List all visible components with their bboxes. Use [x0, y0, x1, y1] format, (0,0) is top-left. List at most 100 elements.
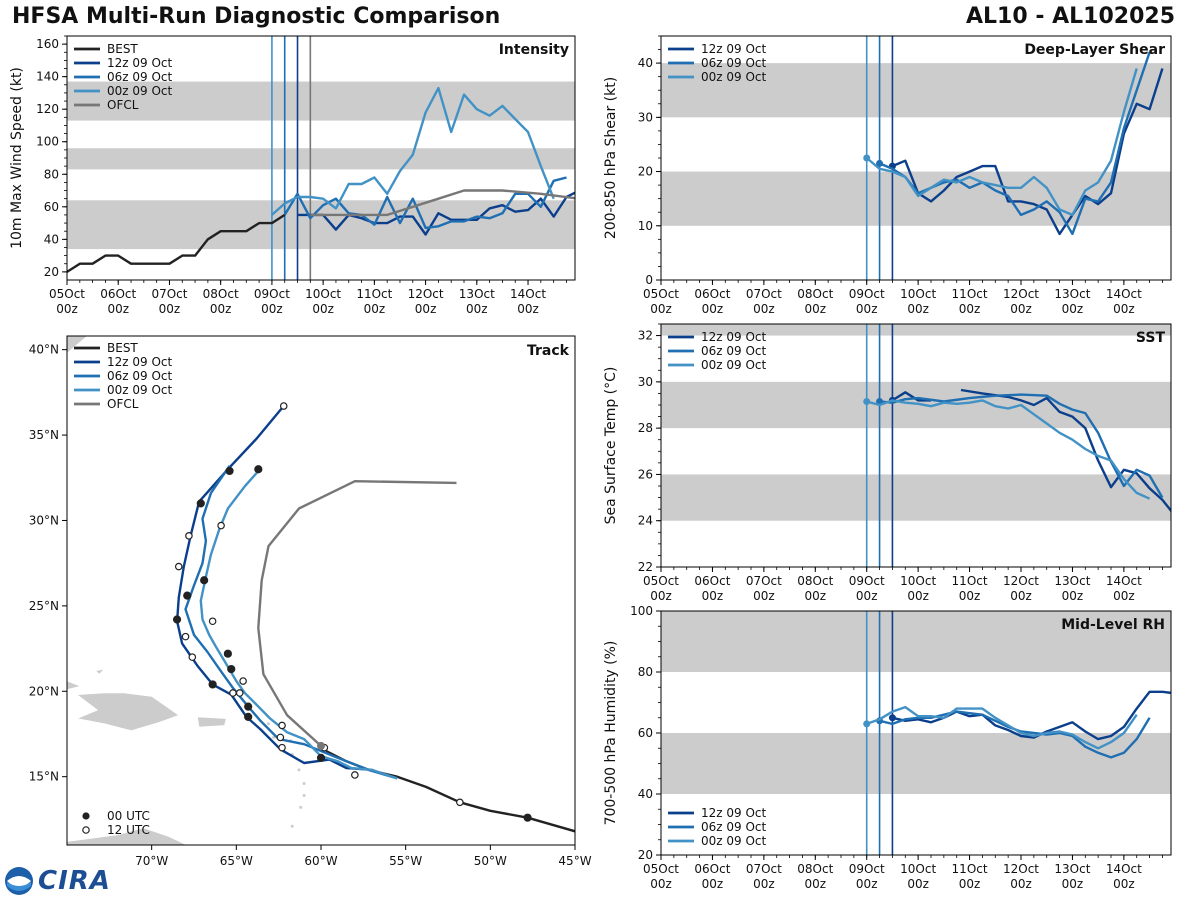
- intensity-series-r12: [297, 191, 575, 236]
- rh-xtick-label-date: 09Oct: [849, 862, 885, 876]
- intensity-xtick-label-hour: 00z: [261, 302, 283, 316]
- lesser-antilles-island: [299, 805, 303, 809]
- intensity-xtick-label-date: 14Oct: [510, 287, 546, 301]
- track-xtick-label: 55°W: [389, 854, 422, 868]
- track-xtick-label: 60°W: [304, 854, 337, 868]
- track-xtick-label: 65°W: [220, 854, 253, 868]
- sst-series-r06: [879, 393, 1164, 499]
- intensity-legend-label-r00: 00z 09 Oct: [107, 84, 173, 98]
- rh-xtick-label-date: 11Oct: [952, 862, 988, 876]
- intensity-xtick-label-date: 06Oct: [100, 287, 136, 301]
- rh-ylabel: 700-500 hPa Humidity (%): [603, 641, 619, 826]
- intensity-ytick-label: 20: [44, 265, 59, 279]
- sst-series-r12: [891, 388, 1171, 513]
- intensity-panel: 2040608010012014016005Oct00z06Oct00z07Oc…: [9, 35, 576, 316]
- shear-xtick-label-hour: 00z: [650, 302, 672, 316]
- track-plot-area: [67, 336, 575, 860]
- rh-xtick-label-hour: 00z: [856, 877, 878, 891]
- track-marker-00utc-r12: [183, 591, 192, 600]
- track-frame: [66, 335, 576, 846]
- rh-xtick-label-date: 08Oct: [797, 862, 833, 876]
- rh-panel: 2040608010005Oct00z06Oct00z07Oct00z08Oct…: [603, 604, 1172, 891]
- track-panel: 70°W 65°W 60°W 55°W 50°W 45°W 15°N 20°N 25°N 30°N…: [29, 335, 592, 868]
- track-panel-title: Track: [527, 343, 570, 359]
- sst-start-marker-r00: [863, 398, 871, 406]
- track-marker-12utc-r00: [351, 771, 359, 779]
- shear-xtick-label-hour: 00z: [1010, 302, 1032, 316]
- shear-series-r12: [891, 68, 1164, 236]
- shear-xtick-label-date: 06Oct: [694, 287, 730, 301]
- sst-ytick-label: 28: [638, 421, 653, 435]
- track-ytick-label: 25°N: [29, 599, 59, 613]
- shear-ytick-label: 10: [638, 219, 653, 233]
- track-marker-00utc-r06: [227, 664, 236, 674]
- shear-ytick-label: 20: [638, 165, 653, 179]
- track-ytick-label: 40°N: [29, 343, 59, 357]
- track-marker-00utc-r12: [244, 712, 253, 721]
- sst-xtick-label-hour: 00z: [856, 589, 878, 603]
- rh-xtick-label-date: 14Oct: [1106, 862, 1142, 876]
- sst-frame: [660, 323, 1172, 568]
- track-xtick-label: 50°W: [474, 854, 507, 868]
- track-series-r06: [184, 465, 398, 780]
- intensity-xtick-label-hour: 00z: [466, 302, 488, 316]
- florida-coast-land: [67, 336, 88, 354]
- rh-xtick-label-hour: 00z: [959, 877, 981, 891]
- bahamas-land: [95, 668, 106, 675]
- shear-band: [661, 171, 1171, 226]
- sst-xtick-label-date: 10Oct: [900, 574, 936, 588]
- rh-series-r00: [866, 705, 1138, 750]
- sst-band: [661, 474, 1171, 521]
- shear-band: [661, 63, 1171, 118]
- shear-ylabel: 200-850 hPa Shear (kt): [603, 77, 619, 239]
- sst-series-r00: [866, 399, 1151, 500]
- intensity-plot-area: [67, 36, 575, 280]
- track-marker-00utc-r06: [244, 702, 253, 711]
- cira-logo: CIRA: [4, 866, 111, 896]
- lesser-antilles-island: [290, 824, 294, 828]
- shear-xtick-label-hour: 00z: [907, 302, 929, 316]
- sst-ytick-label: 24: [638, 514, 653, 528]
- lesser-antilles-island: [272, 735, 276, 739]
- track-marker-12utc-r06: [188, 653, 197, 661]
- track-marker-12utc-r12: [278, 743, 286, 752]
- track-marker-00utc-r12: [208, 680, 217, 689]
- intensity-xtick-label-hour: 00z: [56, 302, 78, 316]
- track-marker-12utc-r00: [217, 521, 225, 530]
- track-ytick-label: 15°N: [29, 770, 59, 784]
- track-legend-label-ofcl: OFCL: [107, 397, 139, 411]
- sst-legend-label-r12: 12z 09 Oct: [701, 330, 767, 344]
- trinidad-land: [289, 848, 304, 860]
- sst-xtick-label-hour: 00z: [753, 589, 775, 603]
- rh-xtick-label-hour: 00z: [804, 877, 826, 891]
- intensity-ytick-label: 100: [36, 135, 59, 149]
- track-marker-12utc-best: [456, 798, 464, 807]
- sst-xtick-label-date: 06Oct: [694, 574, 730, 588]
- rh-xtick-label-hour: 00z: [753, 877, 775, 891]
- rh-xtick-label-date: 10Oct: [900, 862, 936, 876]
- sst-legend-label-r06: 06z 09 Oct: [701, 344, 767, 358]
- shear-ytick-label: 0: [645, 273, 653, 287]
- track-marker-00utc-best: [523, 813, 532, 822]
- shear-xtick-label-hour: 00z: [856, 302, 878, 316]
- shear-xtick-label-date: 12Oct: [1003, 287, 1039, 301]
- sst-xtick-label-hour: 00z: [1062, 589, 1084, 603]
- intensity-xtick-label-hour: 00z: [415, 302, 437, 316]
- intensity-series-r00: [271, 86, 555, 216]
- shear-panel-title: Deep-Layer Shear: [1024, 42, 1165, 58]
- intensity-ytick-label: 160: [36, 37, 59, 51]
- sst-xtick-label-hour: 00z: [1113, 589, 1135, 603]
- intensity-ytick-label: 140: [36, 70, 59, 84]
- sst-xtick-label-hour: 00z: [804, 589, 826, 603]
- track-marker-00utc-r00: [254, 465, 263, 474]
- track-marker-12utc-r00: [208, 617, 217, 626]
- sst-ylabel: Sea Surface Temp (°C): [603, 367, 619, 525]
- south-america-land: [67, 827, 188, 845]
- intensity-xtick-label-date: 08Oct: [203, 287, 239, 301]
- sst-band: [661, 381, 1171, 429]
- rh-xtick-label-date: 12Oct: [1003, 862, 1039, 876]
- rh-xtick-label-hour: 00z: [907, 877, 929, 891]
